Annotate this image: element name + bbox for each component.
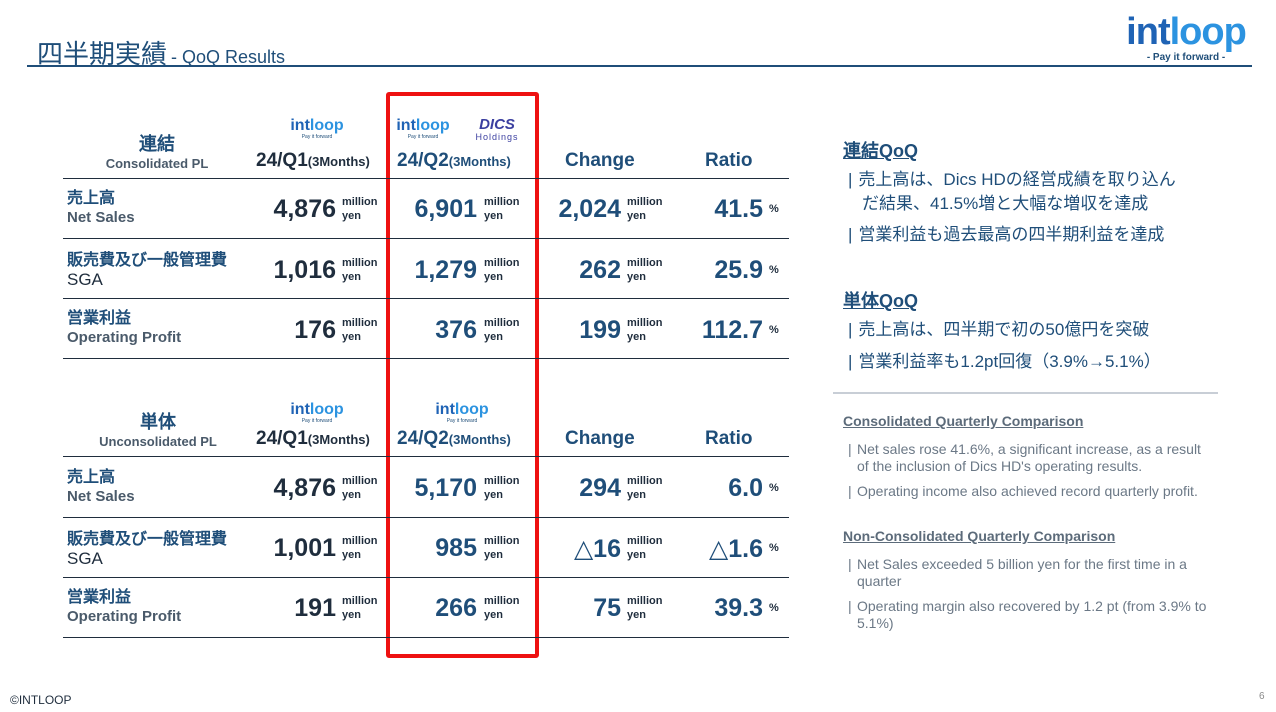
intloop-mini-logo: intloop Pay it forward	[396, 117, 450, 141]
summary-item: | 売上高は、四半期で初の50億円を突破	[848, 320, 1150, 339]
col-ratio: Ratio	[705, 428, 753, 449]
table-rule	[63, 577, 789, 578]
title-divider	[27, 65, 1252, 67]
col-change: Change	[565, 428, 635, 449]
logo-tagline: - Pay it forward -	[1146, 52, 1226, 63]
page-number: 6	[1259, 691, 1265, 702]
table-rule	[63, 298, 789, 299]
intloop-mini-logo: intloop Pay it forward	[290, 117, 344, 141]
col-q2: 24/Q2(3Months)	[397, 150, 511, 171]
summary-item: だ結果、41.5%増と大幅な増収を達成	[862, 194, 1149, 213]
summary-item: | 営業利益も過去最高の四半期利益を達成	[848, 225, 1165, 244]
intloop-logo: intloop - Pay it forward -	[1118, 12, 1254, 63]
copyright: ©INTLOOP	[10, 693, 72, 707]
summary-en-unconsolidated-heading: Non-Consolidated Quarterly Comparison	[843, 528, 1116, 544]
col-ratio: Ratio	[705, 150, 753, 171]
summary-item: | 売上高は、Dics HDの経営成績を取り込ん	[848, 170, 1176, 189]
table-rule	[63, 456, 789, 457]
summary-unconsolidated-heading: 単体QoQ	[843, 291, 918, 311]
summary-en-item: | Operating margin also recovered by 1.2 …	[848, 598, 1207, 631]
col-q1: 24/Q1(3Months)	[256, 150, 370, 171]
col-q1: 24/Q1(3Months)	[256, 428, 370, 449]
table-rule	[63, 358, 789, 359]
page-title-en: - QoQ Results	[171, 47, 286, 67]
summary-consolidated-heading: 連結QoQ	[843, 141, 918, 161]
summary-en-consolidated-heading: Consolidated Quarterly Comparison	[843, 413, 1084, 429]
consolidated-heading: 連結 Consolidated PL	[105, 134, 209, 171]
col-q2: 24/Q2(3Months)	[397, 428, 511, 449]
table-rule	[63, 178, 789, 179]
summary-en-item: | Operating income also achieved record q…	[848, 483, 1198, 499]
dics-holdings-logo: DICS Holdings	[475, 116, 519, 142]
page-title-jp: 四半期実績	[37, 39, 168, 69]
summary-en-item: | Net Sales exceeded 5 billion yen for th…	[848, 556, 1187, 589]
summary-en-item: | Net sales rose 41.6%, a significant inc…	[848, 441, 1201, 474]
col-change: Change	[565, 150, 635, 171]
table-rule	[63, 637, 789, 638]
summary-divider	[833, 392, 1218, 394]
intloop-mini-logo: intloop Pay it forward	[435, 401, 489, 425]
page-title: 四半期実績 - QoQ Results	[37, 34, 285, 71]
q2-highlight-box	[386, 92, 539, 658]
table-rule	[63, 238, 789, 239]
table-rule	[63, 517, 789, 518]
intloop-mini-logo: intloop Pay it forward	[290, 401, 344, 425]
unconsolidated-heading: 単体 Unconsolidated PL	[99, 412, 217, 449]
summary-item: | 営業利益率も1.2pt回復（3.9%→5.1%）	[848, 352, 1161, 371]
